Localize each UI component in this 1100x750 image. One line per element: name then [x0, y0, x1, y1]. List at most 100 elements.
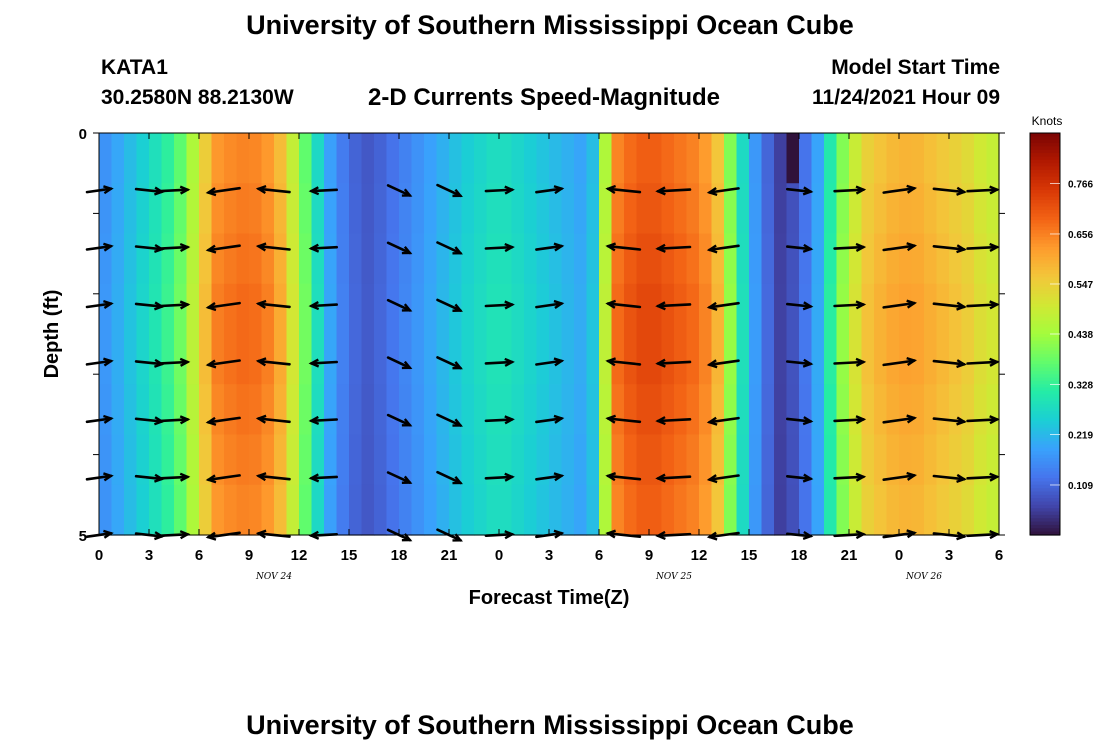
- heatmap-cell: [949, 133, 963, 184]
- current-vector-arrow: [785, 301, 814, 311]
- heatmap-cell: [136, 384, 150, 436]
- arrow-shaft: [966, 245, 999, 250]
- heatmap-cell: [799, 384, 813, 436]
- colorbar-segment: [1030, 317, 1060, 322]
- arrow-head: [452, 418, 463, 427]
- arrow-shaft: [932, 187, 966, 194]
- heatmap-cell: [749, 133, 763, 184]
- heatmap-cell: [424, 434, 438, 486]
- current-vector-arrow: [85, 300, 114, 310]
- heatmap-cell: [786, 334, 800, 385]
- arrow-head: [956, 301, 967, 311]
- heatmap-cell: [174, 283, 188, 335]
- heatmap-cell: [111, 484, 125, 536]
- x-tick-label: 21: [441, 547, 458, 564]
- arrow-shaft: [606, 417, 642, 424]
- heatmap-cell: [911, 384, 925, 436]
- arrow-head: [504, 185, 515, 195]
- date-label: NOV 25: [655, 572, 692, 582]
- arrow-head: [205, 244, 217, 254]
- heatmap-cell: [936, 283, 950, 335]
- heatmap-cell: [699, 133, 713, 184]
- x-tick-label: 18: [791, 547, 808, 564]
- arrow-head: [655, 186, 666, 196]
- arrow-head: [553, 472, 565, 482]
- current-vector-arrow: [882, 414, 918, 424]
- heatmap-cell: [824, 434, 838, 486]
- arrow-shaft: [882, 416, 916, 424]
- y-tick-label: 0: [79, 126, 87, 143]
- heatmap-cell: [161, 283, 175, 335]
- arrow-head: [504, 530, 515, 540]
- colorbar-segment: [1030, 451, 1060, 456]
- heatmap-cell: [586, 183, 600, 235]
- current-vector-arrow: [535, 357, 565, 367]
- heatmap-cell: [824, 484, 838, 536]
- heatmap-cell: [286, 233, 300, 285]
- current-vector-arrow: [484, 415, 515, 425]
- arrow-shaft: [708, 474, 740, 481]
- arrow-shaft: [606, 359, 642, 366]
- heatmap-cell: [699, 434, 713, 486]
- colorbar-segment: [1030, 183, 1060, 188]
- x-tick-label: 6: [595, 547, 603, 564]
- colorbar-segment: [1030, 163, 1060, 168]
- arrow-shaft: [159, 475, 189, 480]
- heatmap-cell: [261, 484, 275, 536]
- current-vector-arrow: [706, 187, 740, 197]
- colorbar-segment: [1030, 270, 1060, 275]
- heatmap-cell: [336, 334, 350, 385]
- heatmap-cell: [899, 183, 913, 235]
- current-vector-arrow: [255, 184, 291, 195]
- heatmap-cell: [961, 434, 975, 486]
- heatmap-cell: [99, 133, 113, 184]
- heatmap-cell: [749, 283, 763, 335]
- colorbar-segment: [1030, 200, 1060, 204]
- heatmap-cell: [174, 233, 188, 285]
- heatmap-cell: [936, 233, 950, 285]
- heatmap-cell: [99, 434, 113, 486]
- heatmap-cell: [211, 484, 225, 536]
- current-vector-arrow: [833, 185, 867, 195]
- arrow-shaft: [535, 417, 563, 424]
- colorbar-segment: [1030, 337, 1060, 342]
- heatmap-cell: [624, 283, 638, 335]
- heatmap-cell: [499, 233, 513, 285]
- heatmap-cell: [836, 133, 850, 184]
- arrow-shaft: [966, 360, 999, 365]
- heatmap-cell: [811, 434, 825, 486]
- arrow-shaft: [436, 241, 462, 255]
- heatmap-cell: [736, 233, 750, 285]
- colorbar-segment: [1030, 347, 1060, 352]
- current-vector-arrow: [85, 472, 114, 482]
- current-vector-arrow: [785, 473, 814, 483]
- heatmap-cell: [861, 334, 875, 385]
- x-tick-label: 6: [195, 547, 203, 564]
- heatmap-cell: [649, 484, 663, 536]
- heatmap-cell: [986, 384, 1000, 436]
- heatmap-cell: [349, 283, 363, 335]
- heatmap-cell: [799, 233, 813, 285]
- heatmap-cell: [936, 434, 950, 486]
- current-vector-arrow: [159, 242, 191, 253]
- x-tick-label: 12: [691, 547, 708, 564]
- heatmap-cell: [374, 183, 388, 235]
- heatmap-cell: [811, 133, 825, 184]
- arrow-head: [452, 303, 463, 312]
- arrow-shaft: [484, 303, 514, 308]
- x-tick-label: 9: [645, 547, 653, 564]
- heatmap-cell: [574, 384, 588, 436]
- arrow-head: [103, 529, 114, 539]
- colorbar-segment: [1030, 508, 1060, 513]
- heatmap-cell: [99, 484, 113, 536]
- current-vector-arrow: [255, 299, 291, 309]
- arrow-shaft: [606, 187, 642, 194]
- heatmap-cell: [236, 334, 250, 385]
- colorbar-segment: [1030, 380, 1060, 385]
- arrow-shaft: [309, 188, 339, 193]
- y-tick-label: 5: [79, 528, 87, 545]
- colorbar-segment: [1030, 447, 1060, 452]
- heatmap-cell: [149, 384, 163, 436]
- current-vector-arrow: [205, 531, 241, 541]
- heatmap-cell: [761, 233, 775, 285]
